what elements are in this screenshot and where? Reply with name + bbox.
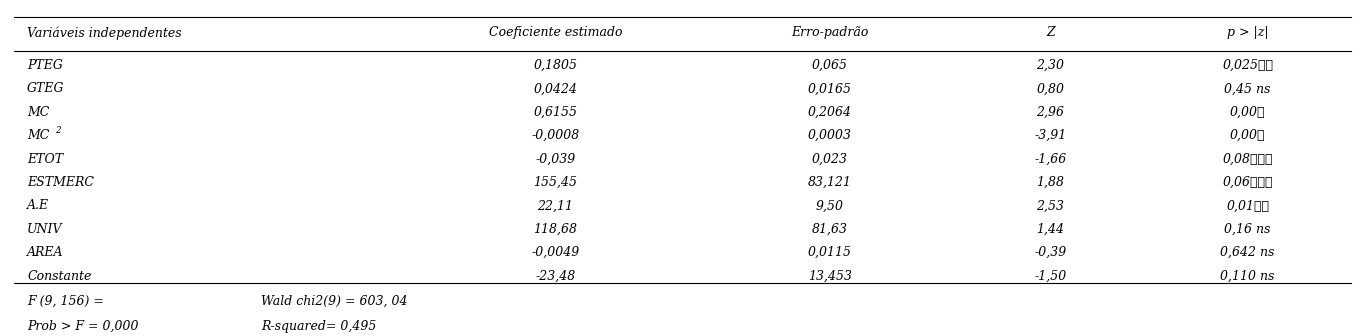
Text: 0,0115: 0,0115 xyxy=(808,246,852,259)
Text: Variáveis independentes: Variáveis independentes xyxy=(27,26,182,40)
Text: 2,30: 2,30 xyxy=(1036,59,1065,72)
Text: GTEG: GTEG xyxy=(27,82,64,95)
Text: 1,88: 1,88 xyxy=(1036,176,1065,189)
Text: Erro-padrão: Erro-padrão xyxy=(790,27,868,40)
Text: 0,023: 0,023 xyxy=(812,153,848,166)
Text: ETOT: ETOT xyxy=(27,153,63,166)
Text: PTEG: PTEG xyxy=(27,59,63,72)
Text: 155,45: 155,45 xyxy=(534,176,577,189)
Text: 22,11: 22,11 xyxy=(538,199,573,212)
Text: R-squared= 0,495: R-squared= 0,495 xyxy=(261,320,377,333)
Text: 0,642 ns: 0,642 ns xyxy=(1220,246,1275,259)
Text: MC: MC xyxy=(27,129,49,142)
Text: Prob > F = 0,000: Prob > F = 0,000 xyxy=(27,320,138,333)
Text: Wald chi2(9) = 603, 04: Wald chi2(9) = 603, 04 xyxy=(261,295,408,308)
Text: Z: Z xyxy=(1046,27,1055,40)
Text: -0,0008: -0,0008 xyxy=(531,129,580,142)
Text: -0,39: -0,39 xyxy=(1035,246,1066,259)
Text: MC: MC xyxy=(27,106,49,119)
Text: AREA: AREA xyxy=(27,246,64,259)
Text: 0,065: 0,065 xyxy=(812,59,848,72)
Text: 0,06★★★: 0,06★★★ xyxy=(1223,176,1274,189)
Text: -0,039: -0,039 xyxy=(535,153,576,166)
Text: UNIV: UNIV xyxy=(27,223,63,236)
Text: 0,01★★: 0,01★★ xyxy=(1226,199,1269,212)
Text: 2,96: 2,96 xyxy=(1036,106,1065,119)
Text: 13,453: 13,453 xyxy=(808,269,852,283)
Text: 0,45 ns: 0,45 ns xyxy=(1224,82,1271,95)
Text: 9,50: 9,50 xyxy=(816,199,844,212)
Text: ESTMERC: ESTMERC xyxy=(27,176,94,189)
Text: -3,91: -3,91 xyxy=(1035,129,1066,142)
Text: -0,0049: -0,0049 xyxy=(531,246,580,259)
Text: -23,48: -23,48 xyxy=(535,269,576,283)
Text: 2: 2 xyxy=(55,126,61,135)
Text: 2,53: 2,53 xyxy=(1036,199,1065,212)
Text: 81,63: 81,63 xyxy=(812,223,848,236)
Text: 0,16 ns: 0,16 ns xyxy=(1224,223,1271,236)
Text: Constante: Constante xyxy=(27,269,91,283)
Text: 0,80: 0,80 xyxy=(1036,82,1065,95)
Text: 0,6155: 0,6155 xyxy=(534,106,577,119)
Text: 0,0003: 0,0003 xyxy=(808,129,852,142)
Text: 0,0165: 0,0165 xyxy=(808,82,852,95)
Text: 0,1805: 0,1805 xyxy=(534,59,577,72)
Text: -1,50: -1,50 xyxy=(1035,269,1066,283)
Text: 0,00★: 0,00★ xyxy=(1230,106,1265,119)
Text: 1,44: 1,44 xyxy=(1036,223,1065,236)
Text: 118,68: 118,68 xyxy=(534,223,577,236)
Text: 0,08★★★: 0,08★★★ xyxy=(1223,153,1274,166)
Text: Coeficiente estimado: Coeficiente estimado xyxy=(489,27,622,40)
Text: F (9, 156) =: F (9, 156) = xyxy=(27,295,104,308)
Text: 0,0424: 0,0424 xyxy=(534,82,577,95)
Text: 0,025★★: 0,025★★ xyxy=(1222,59,1274,72)
Text: A.E: A.E xyxy=(27,199,49,212)
Text: p > |z|: p > |z| xyxy=(1227,27,1268,40)
Text: 0,2064: 0,2064 xyxy=(808,106,852,119)
Text: -1,66: -1,66 xyxy=(1035,153,1066,166)
Text: 0,110 ns: 0,110 ns xyxy=(1220,269,1275,283)
Text: 83,121: 83,121 xyxy=(808,176,852,189)
Text: 0,00★: 0,00★ xyxy=(1230,129,1265,142)
